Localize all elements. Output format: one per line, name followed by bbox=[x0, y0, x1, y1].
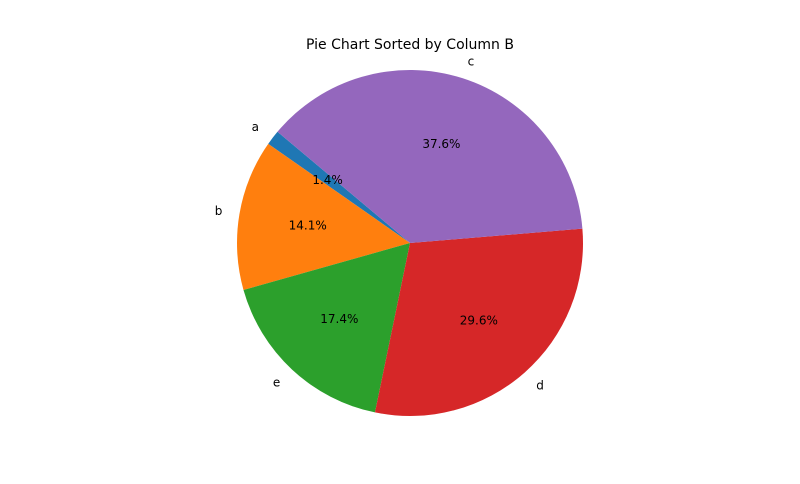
pie-slice-b bbox=[237, 143, 410, 290]
pie-slice-a bbox=[268, 131, 410, 243]
pie-slice-d bbox=[374, 228, 584, 417]
chart-title: Pie Chart Sorted by Column B bbox=[306, 37, 514, 53]
percent-label-e: 17.4% bbox=[320, 312, 358, 326]
pie-labels: a 1.4% b 14.1% e 17.4% d 29.6% c 37.6% bbox=[215, 55, 544, 393]
pie-slice-c bbox=[277, 69, 583, 243]
pie-slices bbox=[237, 69, 584, 417]
category-label-a: a bbox=[252, 120, 259, 134]
percent-label-a: 1.4% bbox=[312, 173, 343, 187]
category-label-b: b bbox=[215, 204, 223, 218]
category-label-d: d bbox=[536, 378, 544, 392]
pie-slice-e bbox=[243, 243, 410, 413]
percent-label-d: 29.6% bbox=[460, 314, 498, 328]
percent-label-c: 37.6% bbox=[422, 137, 460, 151]
category-label-e: e bbox=[273, 375, 280, 389]
category-label-c: c bbox=[468, 55, 475, 69]
percent-label-b: 14.1% bbox=[289, 219, 327, 233]
